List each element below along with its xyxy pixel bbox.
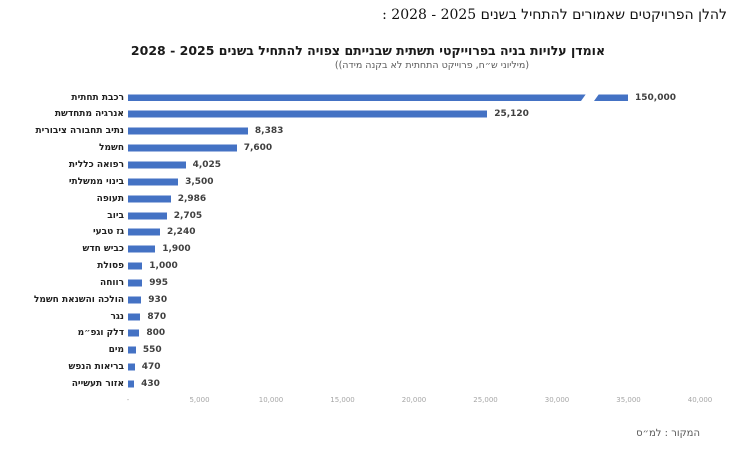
bar-row: הולכה והשנאת חשמל 930 (0, 291, 736, 308)
category-label: בריאות הנפש (68, 362, 125, 373)
category-label: תעופה (96, 193, 124, 204)
axis-tick-label: 25,000 (473, 396, 498, 404)
bar-break-gap (586, 94, 594, 101)
axis-tick-label: 20,000 (401, 396, 427, 404)
value-label: 550 (142, 345, 162, 356)
bar-row: גז טבעי 2,240 (0, 224, 736, 241)
bar (128, 313, 141, 321)
axis-tick-label: 5,000 (189, 396, 210, 404)
value-label: 1,000 (149, 261, 178, 271)
category-label: ביוב (107, 210, 124, 221)
bar (128, 161, 186, 169)
axis-tick-label: - (126, 396, 130, 404)
axis-tick-label: 15,000 (330, 396, 355, 404)
bar (128, 212, 167, 219)
bar-segment (128, 94, 586, 101)
bar (128, 245, 156, 253)
bar (128, 110, 488, 118)
bar-row: נתיב תחבורה ציבורית 8,383 (0, 123, 736, 140)
bar (128, 380, 135, 388)
category-label: בינוי ממשלתי (68, 176, 124, 187)
category-label: הולכה והשנאת חשמל (33, 294, 124, 305)
bar-row: רפואה כללית 4,025 (0, 156, 736, 173)
value-label: 7,600 (243, 143, 273, 154)
bar (128, 279, 143, 287)
bar (128, 228, 160, 236)
value-label: 2,705 (173, 210, 203, 221)
category-label: גז טבעי (92, 227, 124, 238)
bar (128, 127, 248, 135)
bar-row: רכבת תחתית 150,000 (0, 89, 736, 106)
chart-subtitle: (מיליוני ש״ח, פרוייקט התחתית לא בקנה מיד… (334, 60, 530, 71)
category-label: רווחה (100, 277, 124, 288)
bar-row: ביוב 2,705 (0, 207, 736, 224)
bar-row: תעופה 2,986 (0, 190, 736, 207)
category-label: רכבת תחתית (71, 92, 124, 103)
value-label: 470 (141, 362, 161, 373)
value-label: 8,383 (254, 126, 284, 137)
category-label: דלק וגפ״מ (77, 328, 124, 339)
bar-row: בריאות הנפש 470 (0, 359, 736, 376)
axis-tick-label: 30,000 (544, 396, 570, 404)
value-label: 150,000 (635, 92, 676, 103)
category-label: כביש חדש (82, 244, 125, 255)
bar (128, 346, 136, 354)
category-label: מים (108, 345, 124, 356)
page-heading: להלן הפרויקטים שאמורים להתחיל בשנים 2025… (382, 7, 727, 23)
bar-row: חשמל 7,600 (0, 140, 736, 157)
bar-broken-not-to-scale (128, 94, 628, 101)
bar-row: כביש חדש 1,900 (0, 241, 736, 258)
category-label: פסולת (97, 261, 124, 271)
bar-row: פסולת 1,000 (0, 258, 736, 275)
category-label: אזור תעשייה (71, 379, 124, 389)
category-label: נתיב תחבורה ציבורית (35, 126, 124, 137)
value-label: 1,900 (162, 244, 191, 255)
bar-row: רווחה 995 (0, 274, 736, 291)
bar (128, 195, 171, 203)
bar-row: מים 550 (0, 342, 736, 359)
bar-row: דלק וגפ״מ 800 (0, 325, 736, 342)
bar-row: אנרגיה מתחדשת 25,120 (0, 106, 736, 123)
bar-row: נגר 870 (0, 308, 736, 325)
category-label: נגר (110, 311, 124, 322)
source-note: המקור : למ״ס (636, 428, 700, 439)
category-label: אנרגיה מתחדשת (54, 109, 124, 120)
value-label: 3,500 (185, 176, 214, 187)
bar (128, 296, 142, 304)
value-label: 995 (149, 277, 168, 288)
value-label: 930 (148, 294, 168, 305)
bar-row: בינוי ממשלתי 3,500 (0, 173, 736, 190)
axis-tick-label: 10,000 (258, 396, 284, 404)
axis-tick-label: 35,000 (616, 396, 641, 404)
bar (128, 329, 140, 337)
bar-segment (594, 94, 628, 101)
axis-tick-label: 40,000 (687, 396, 713, 404)
category-label: רפואה כללית (68, 159, 124, 170)
bar (128, 144, 237, 152)
value-label: 25,120 (494, 109, 529, 120)
value-label: 2,986 (177, 193, 207, 204)
value-label: 430 (141, 379, 160, 389)
bar (128, 178, 179, 186)
bar (128, 262, 143, 270)
bar-row: אזור תעשייה 430 (0, 376, 736, 393)
bar (128, 363, 135, 371)
value-label: 4,025 (192, 159, 222, 170)
value-label: 870 (147, 311, 167, 322)
category-label: חשמל (99, 143, 124, 154)
chart-title: אומדן עלויות בניה בפרוייקטי תשתית שבניית… (130, 43, 606, 58)
value-label: 800 (146, 328, 166, 339)
value-label: 2,240 (167, 227, 196, 238)
